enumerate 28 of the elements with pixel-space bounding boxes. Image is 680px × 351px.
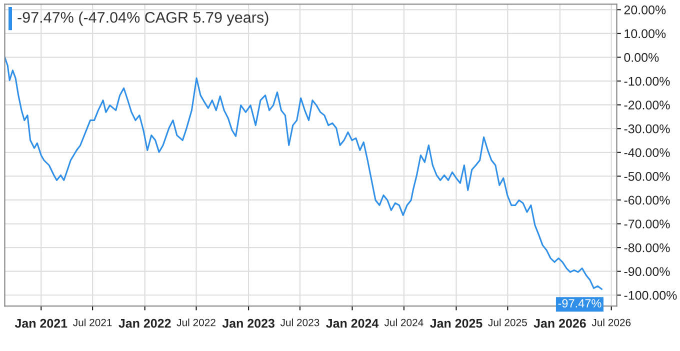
y-tick-label: -60.00% [624,196,670,205]
chart-title: -97.47% (-47.04% CAGR 5.79 years) [18,12,268,26]
y-tick-label: -100.00% [624,290,677,300]
y-tick-label: 0.00% [624,53,659,62]
y-tick-label: -40.00% [624,148,670,158]
x-tick-label: Jan 2026 [534,318,586,328]
x-tick-label: Jul 2022 [176,318,216,326]
x-tick-label: Jul 2021 [73,318,112,326]
line-series [4,56,602,290]
y-tick-label: -10.00% [624,76,670,86]
y-tick-label: 10.00% [624,29,666,38]
x-tick-label: Jan 2023 [222,318,274,328]
x-tick-label: Jan 2021 [14,318,68,328]
y-tick-label: 20.00% [624,5,666,14]
x-tick-label: Jul 2023 [280,318,320,326]
y-tick-label: -30.00% [624,124,670,134]
y-tick-label: -70.00% [624,220,670,228]
y-tick-label: -80.00% [624,243,670,252]
x-tick-label: Jul 2024 [384,318,424,326]
x-tick-label: Jan 2025 [430,318,482,328]
x-tick-label: Jul 2026 [592,318,631,326]
y-tick-label: -20.00% [624,100,670,110]
x-tick-label: Jan 2022 [118,318,171,328]
annotation: -97.47% [558,299,602,308]
y-tick-label: -90.00% [624,267,670,276]
x-tick-label: Jul 2025 [488,318,527,326]
y-tick-label: -50.00% [624,172,670,181]
x-tick-label: Jan 2024 [326,318,379,328]
